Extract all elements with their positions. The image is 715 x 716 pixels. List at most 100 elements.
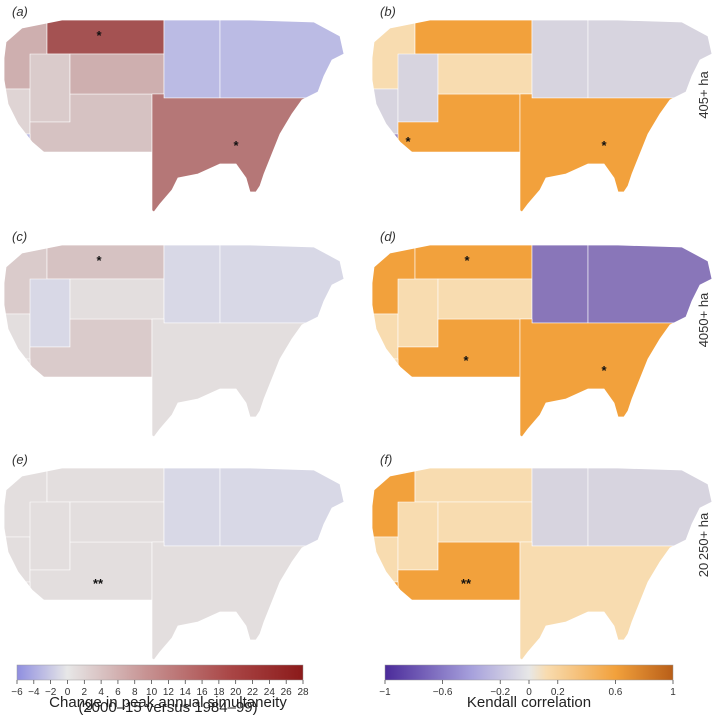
colorbar-tick-label: 22 (247, 687, 259, 698)
colorbar-change: −6 −4 −2 0 2 4 6 8 10 12 14 16 18 20 22 24 26 28 (11, 664, 309, 698)
significance-marker: * (463, 353, 469, 368)
map-panel-a: (a) * * (3, 4, 345, 213)
us-map (4, 245, 344, 437)
significance-marker: * (464, 253, 470, 268)
region-northeast (219, 20, 344, 99)
region-west (4, 88, 31, 135)
colorbar-tick-label: 16 (196, 687, 208, 698)
region-california-south (372, 133, 411, 212)
significance-marker: * (96, 28, 102, 43)
region-california-south (372, 581, 411, 660)
colorbar-change-title-line1: Change in peak annual simultaneity (49, 694, 287, 711)
region-northeast (587, 468, 712, 547)
significance-marker: * (601, 138, 607, 153)
region-california-south (4, 358, 43, 437)
colorbar-tick-label: 0.6 (608, 687, 622, 698)
colorbar-tick-label: 10 (146, 687, 158, 698)
map-panel-c: (c) * (3, 229, 345, 438)
significance-marker: ** (461, 576, 472, 591)
region-west (372, 313, 399, 360)
significance-marker: * (233, 138, 239, 153)
colorbar-tick-label: 0 (526, 687, 532, 698)
significance-marker: * (601, 363, 607, 378)
us-map (372, 20, 712, 212)
panel-label: (a) (12, 4, 28, 19)
row-label: 4050+ ha (696, 292, 711, 347)
colorbar-kendall: −1 −0.6 −0.2 0 0.2 0.6 1 (379, 664, 676, 698)
region-upper-midwest (163, 468, 221, 547)
region-great-basin (29, 278, 71, 348)
colorbar-tick-label: 24 (264, 687, 276, 698)
panel-label: (e) (12, 452, 28, 467)
region-great-basin (29, 53, 71, 123)
panel-label: (f) (380, 452, 392, 467)
colorbar-tick-label: 20 (230, 687, 242, 698)
significance-marker: * (96, 253, 102, 268)
region-great-basin (29, 501, 71, 571)
region-northeast (587, 20, 712, 99)
colorbar-tick-label: 12 (163, 687, 175, 698)
region-upper-midwest (163, 20, 221, 99)
row-label: 405+ ha (696, 71, 711, 119)
colorbar-tick-label: −4 (28, 687, 40, 698)
colorbar-tick-label: 4 (98, 687, 104, 698)
region-upper-midwest (531, 20, 589, 99)
colorbar-change-gradient (16, 664, 304, 681)
colorbar-tick-label: 6 (115, 687, 121, 698)
colorbar-change-title-line2: (2000–15 versus 1984–99) (78, 699, 257, 716)
colorbar-tick-label: −0.6 (433, 687, 453, 698)
colorbar-tick-label: 14 (180, 687, 192, 698)
region-northeast (219, 468, 344, 547)
region-california-south (4, 581, 43, 660)
region-northeast (219, 245, 344, 324)
colorbar-tick-label: 26 (281, 687, 293, 698)
colorbar-tick-label: 18 (213, 687, 225, 698)
colorbar-tick-label: −6 (11, 687, 23, 698)
region-great-basin (397, 53, 439, 123)
colorbar-kendall-title: Kendall correlation (467, 694, 591, 711)
colorbar-tick-label: 0 (65, 687, 71, 698)
colorbar-tick-label: 28 (297, 687, 309, 698)
region-south (519, 318, 712, 437)
us-map (4, 20, 344, 212)
panel-label: (c) (12, 229, 27, 244)
region-west (372, 536, 399, 583)
region-upper-midwest (531, 245, 589, 324)
colorbar-tick-label: 0.2 (551, 687, 565, 698)
colorbar-tick-label: 1 (670, 687, 676, 698)
region-west (4, 313, 31, 360)
row-label: 20 250+ ha (696, 512, 711, 577)
colorbar-kendall-gradient (384, 664, 674, 681)
region-great-basin (397, 501, 439, 571)
region-california-south (4, 133, 43, 212)
colorbar-tick-label: 8 (132, 687, 138, 698)
region-great-basin (397, 278, 439, 348)
significance-marker: ** (93, 576, 104, 591)
region-northern-plains (69, 53, 165, 95)
region-northern-plains (437, 53, 533, 95)
map-panel-d: (d) * * * (371, 229, 713, 438)
region-south (151, 318, 344, 437)
panel-label: (d) (380, 229, 396, 244)
map-panel-e: (e) ** (3, 452, 345, 661)
us-map (372, 245, 712, 437)
us-map (4, 468, 344, 660)
map-panel-b: (b) * * (371, 4, 713, 213)
region-northern-plains (437, 278, 533, 320)
region-northern-plains (69, 501, 165, 543)
region-west (372, 88, 399, 135)
colorbar-tick-label: 2 (82, 687, 88, 698)
region-upper-midwest (163, 245, 221, 324)
region-northern-plains (69, 278, 165, 320)
region-south (519, 541, 712, 660)
region-south (151, 93, 344, 212)
region-south (519, 93, 712, 212)
colorbar-tick-label: −2 (45, 687, 57, 698)
region-california-south (372, 358, 411, 437)
us-map (372, 468, 712, 660)
map-panel-f: (f) ** (371, 452, 713, 661)
region-northeast (587, 245, 712, 324)
region-west (4, 536, 31, 583)
region-upper-midwest (531, 468, 589, 547)
